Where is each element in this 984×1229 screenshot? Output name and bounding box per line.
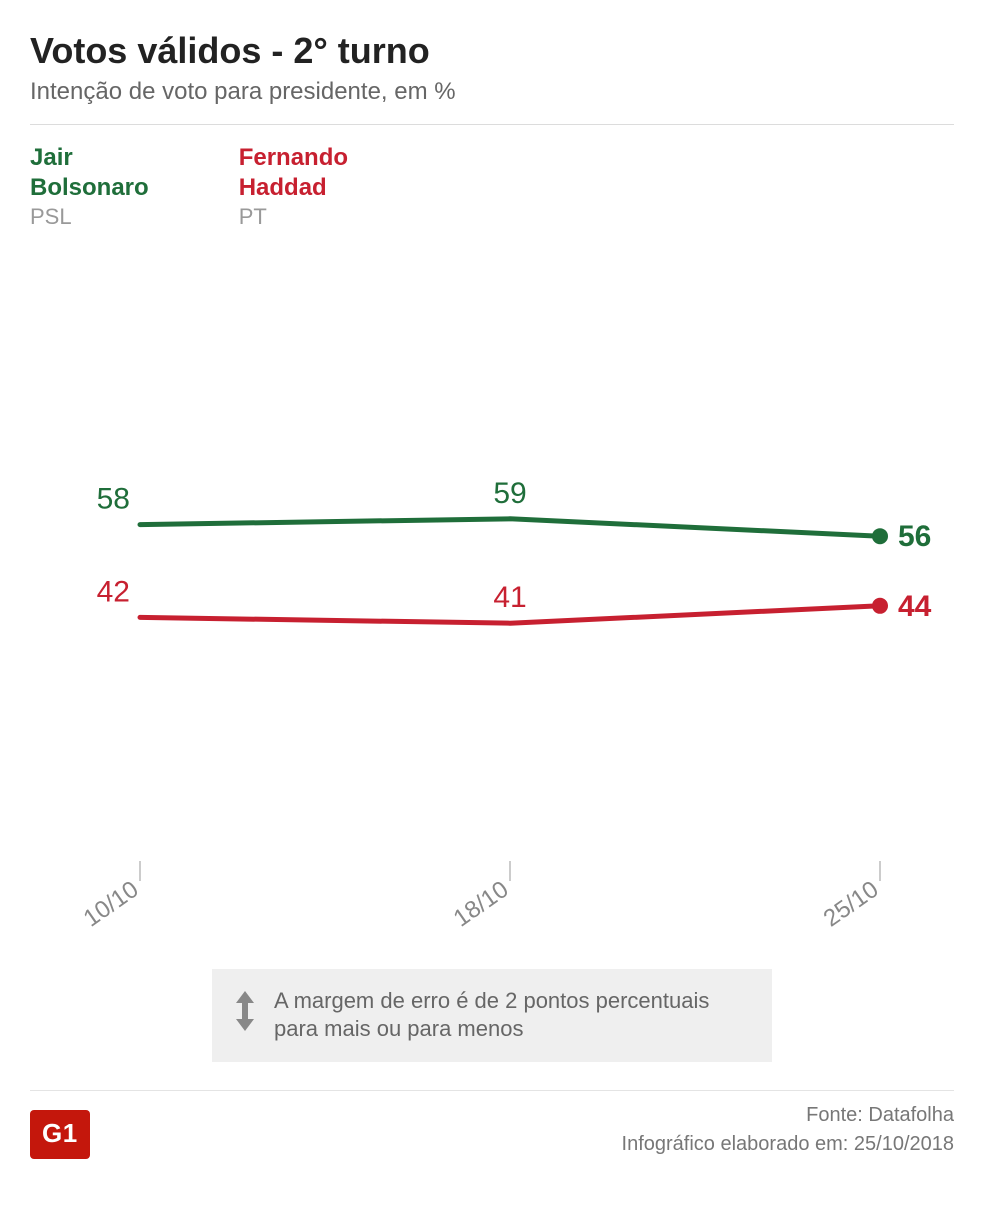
- data-point-label: 41: [493, 581, 526, 614]
- updown-arrow-icon: [234, 991, 256, 1031]
- source-label: Fonte:: [806, 1104, 863, 1126]
- infographic-container: Votos válidos - 2° turno Intenção de vot…: [0, 0, 984, 1181]
- legend-name-line2: Bolsonaro: [30, 173, 149, 203]
- legend-bar: Jair Bolsonaro PSL Fernando Haddad PT: [30, 124, 954, 241]
- line-chart-svg: 10/10 18/10 25/10 58 59 56 42 41 44: [30, 241, 950, 961]
- legend-party: PT: [239, 203, 348, 231]
- x-axis-tick-label: 18/10: [449, 875, 514, 932]
- source-name: Datafolha: [868, 1104, 954, 1126]
- data-point-label: 42: [97, 575, 130, 608]
- chart-title: Votos válidos - 2° turno: [30, 30, 954, 72]
- data-point-label: 59: [493, 476, 526, 509]
- data-point-label: 44: [898, 589, 932, 622]
- x-axis-tick-label: 10/10: [79, 875, 144, 932]
- margin-note-box: A margem de erro é de 2 pontos percentua…: [212, 969, 772, 1062]
- footer-bar: G1 Fonte: Datafolha Infográfico elaborad…: [30, 1090, 954, 1159]
- legend-item-bolsonaro: Jair Bolsonaro PSL: [30, 143, 149, 231]
- data-point-label: 56: [898, 520, 931, 553]
- legend-name-line2: Haddad: [239, 173, 348, 203]
- g1-logo: G1: [30, 1110, 90, 1159]
- credit-date: Infográfico elaborado em: 25/10/2018: [622, 1130, 954, 1159]
- data-point-label: 58: [97, 482, 130, 515]
- x-axis-tick-label: 25/10: [819, 875, 884, 932]
- chart-area: 10/10 18/10 25/10 58 59 56 42 41 44: [30, 241, 954, 961]
- footer-credits: Fonte: Datafolha Infográfico elaborado e…: [622, 1101, 954, 1159]
- legend-name-line1: Jair: [30, 143, 149, 173]
- legend-item-haddad: Fernando Haddad PT: [239, 143, 348, 231]
- legend-name-line1: Fernando: [239, 143, 348, 173]
- margin-note-text: A margem de erro é de 2 pontos percentua…: [274, 987, 750, 1044]
- chart-subtitle: Intenção de voto para presidente, em %: [30, 78, 954, 106]
- legend-party: PSL: [30, 203, 149, 231]
